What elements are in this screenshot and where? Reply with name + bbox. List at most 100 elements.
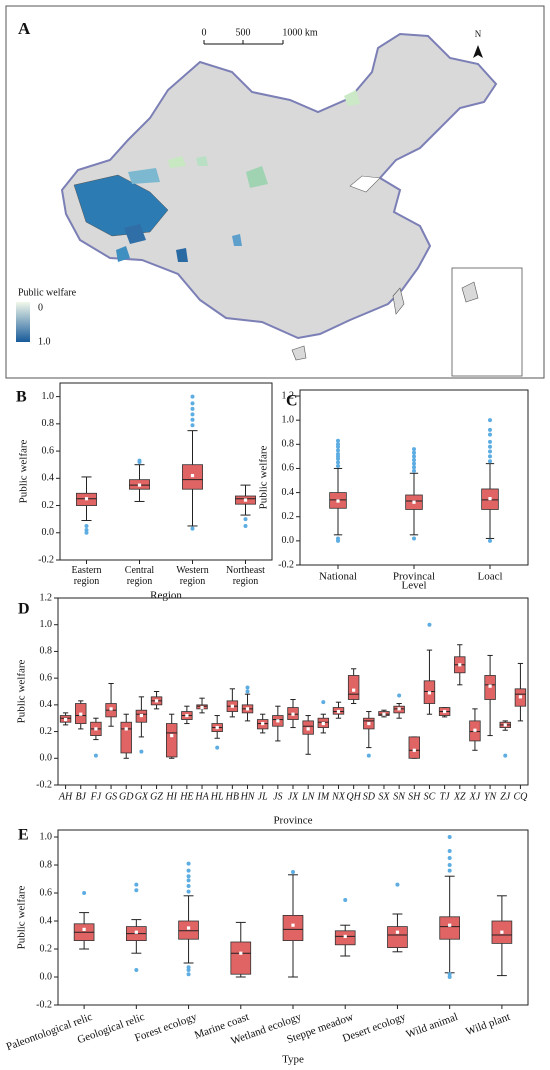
protected-area <box>232 234 242 246</box>
x-tick-label: SC <box>424 791 436 802</box>
mean <box>79 712 83 716</box>
x-tick-label: Wild animal <box>404 1011 459 1041</box>
x-tick-label: HE <box>179 791 193 802</box>
outlier <box>343 898 348 902</box>
outlier <box>190 423 195 428</box>
box <box>439 916 460 940</box>
x-tick-label: BJ <box>75 791 86 802</box>
scale-label: 500 <box>236 27 251 38</box>
mean <box>412 748 416 752</box>
x-tick-label: Loacl <box>477 571 502 583</box>
mean <box>230 704 234 708</box>
mean <box>443 709 447 714</box>
protected-area <box>116 246 130 262</box>
legend-title: Public welfare <box>18 287 77 298</box>
panel-label: E <box>18 827 29 844</box>
outlier <box>397 693 402 698</box>
mean <box>170 733 174 738</box>
y-tick-label: 1.2 <box>40 592 53 603</box>
x-tick-label-box: Eastern region <box>72 565 102 587</box>
outlier <box>190 417 195 422</box>
mean <box>239 951 243 955</box>
outlier <box>84 528 89 533</box>
y-tick-label: 1.2 <box>282 390 295 401</box>
y-tick-label: -0.2 <box>36 999 52 1010</box>
box <box>347 675 360 700</box>
outlier <box>336 536 340 541</box>
x-tick-label: XJ <box>469 791 481 802</box>
mean <box>382 712 386 716</box>
outlier <box>488 459 492 464</box>
scale-label: 0 <box>202 27 207 38</box>
outlier <box>488 538 492 543</box>
bohai-sea <box>349 175 381 193</box>
x-tick-label: HB <box>225 791 239 802</box>
x-tick-label: JX <box>288 791 299 802</box>
x-tick-label: Provincal <box>393 571 435 583</box>
box <box>408 736 420 759</box>
outlier <box>93 753 98 758</box>
mean <box>395 930 400 934</box>
y-tick-label: 0.0 <box>40 753 53 764</box>
mean <box>190 473 195 478</box>
mean <box>276 719 280 723</box>
x-tick-label: IM <box>316 791 329 802</box>
outlier <box>488 444 492 449</box>
outlier <box>186 874 191 879</box>
outlier <box>336 460 340 465</box>
outlier <box>243 517 248 522</box>
outlier <box>412 468 416 473</box>
mean <box>458 663 462 667</box>
x-tick-label: HL <box>210 791 224 802</box>
north-label: N <box>475 29 482 39</box>
protected-area <box>73 174 169 237</box>
mean <box>518 695 523 699</box>
y-tick-label: 0.4 <box>40 915 53 926</box>
outlier <box>447 856 452 860</box>
outlier <box>186 861 191 866</box>
panel-label: D <box>18 601 30 618</box>
china-outline <box>60 32 498 340</box>
y-tick-label: -0.2 <box>278 559 294 570</box>
y-tick-label: 0.6 <box>282 463 295 474</box>
y-tick-label: 0.8 <box>40 646 53 657</box>
outlier <box>186 878 191 883</box>
x-tick-label: LN <box>301 791 316 802</box>
y-axis-label: Public welfare <box>16 885 28 949</box>
mean <box>336 709 341 714</box>
outlier <box>412 454 416 459</box>
x-tick-label: Northeast region <box>226 565 265 587</box>
mean <box>139 713 143 718</box>
y-tick-label: 0.4 <box>282 487 295 498</box>
box <box>282 915 304 942</box>
mean <box>154 699 159 703</box>
x-axis-label: Level <box>401 580 426 592</box>
mean <box>500 930 504 934</box>
y-tick-label: 0.2 <box>282 511 295 522</box>
y-tick-label: 0.8 <box>40 859 53 870</box>
x-tick-label-box: Northeast region <box>226 565 265 587</box>
outlier <box>336 448 340 453</box>
outlier <box>336 438 340 443</box>
mean <box>134 930 138 934</box>
taiwan <box>392 287 405 315</box>
outlier <box>412 536 416 541</box>
y-tick-label: 1.0 <box>42 391 55 402</box>
outlier <box>412 450 416 455</box>
box <box>230 941 252 975</box>
x-tick-label: ZJ <box>500 791 511 802</box>
outlier <box>488 449 492 454</box>
outlier <box>447 972 452 977</box>
y-axis-label: Public welfare <box>258 445 270 509</box>
panel-label: A <box>18 19 31 38</box>
outlier <box>186 889 191 894</box>
mean <box>215 725 219 730</box>
x-tick-label: GX <box>135 791 149 802</box>
x-tick-label: AH <box>58 791 73 802</box>
box <box>387 926 408 948</box>
y-tick-label: -0.2 <box>36 779 52 790</box>
x-tick-label: National <box>319 571 357 583</box>
y-tick-label: 1.0 <box>40 831 53 842</box>
outlier <box>395 882 400 887</box>
